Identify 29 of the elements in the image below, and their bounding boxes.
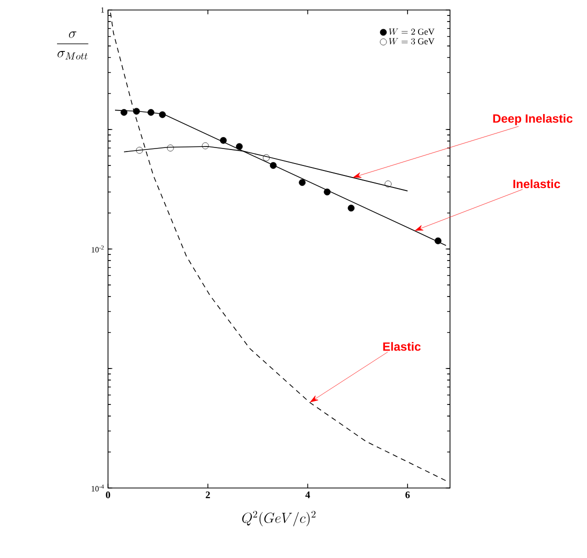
point xyxy=(202,142,209,150)
x-axis-title: $Q^2 (GeV/c)^2$ xyxy=(242,510,316,526)
point xyxy=(434,237,442,244)
point xyxy=(236,143,243,150)
x-tick-label: 6 xyxy=(405,492,410,498)
legend-label: $W = 3\ \mathrm{GeV}$ xyxy=(389,38,434,44)
y-axis-title: $\frac{\sigma}{\sigma_{Mott}}$ xyxy=(57,31,88,60)
point xyxy=(298,179,306,186)
x-tick-label: 4 xyxy=(305,492,310,498)
point xyxy=(120,109,128,116)
point xyxy=(148,109,154,116)
point xyxy=(167,144,174,152)
x-tick-label: 0 xyxy=(106,492,110,498)
line-series xyxy=(110,12,446,482)
point xyxy=(270,162,277,169)
annotation: Deep Inelastic xyxy=(493,114,572,126)
point xyxy=(136,146,143,154)
point xyxy=(159,111,166,118)
line-series xyxy=(124,146,408,192)
x-tick-label: 2 xyxy=(206,492,210,498)
point xyxy=(262,154,270,162)
point xyxy=(348,204,355,212)
legend-label: $W = 2\ \mathrm{GeV}$ xyxy=(389,28,434,35)
point xyxy=(384,180,392,188)
annotation: Elastic xyxy=(383,342,421,351)
annotation: Inelastic xyxy=(513,179,560,188)
point xyxy=(133,108,140,115)
point xyxy=(324,188,331,196)
point xyxy=(220,137,227,144)
